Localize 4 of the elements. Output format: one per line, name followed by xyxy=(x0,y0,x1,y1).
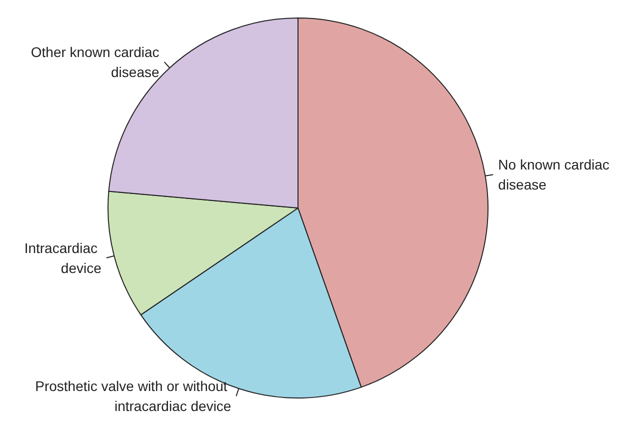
slice-label: Intracardiac device xyxy=(24,240,102,276)
slice-label: Other known cardiac disease xyxy=(30,44,160,80)
slice-label: Prosthetic valve with or without intracardiac device xyxy=(35,378,232,414)
slice-label: No known cardiac disease xyxy=(498,156,614,193)
